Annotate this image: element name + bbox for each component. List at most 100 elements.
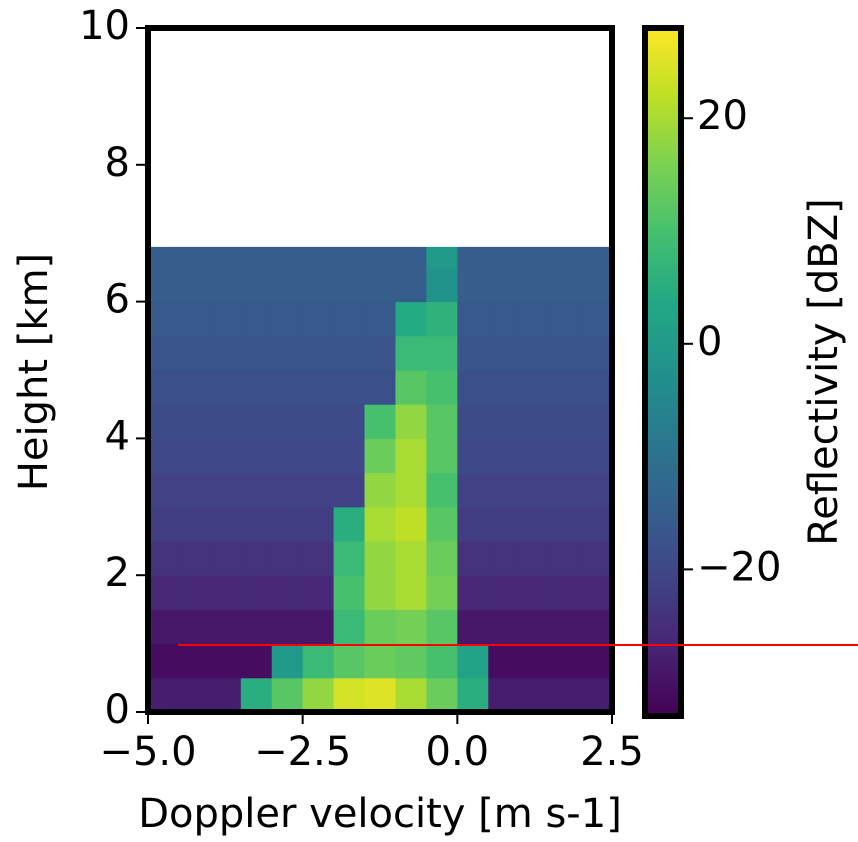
heatmap-cell [488,246,520,268]
heatmap-cell [426,643,458,679]
heatmap-cell [581,370,613,405]
heatmap-cell [302,541,335,576]
heatmap-cell [148,301,180,337]
heatmap-cell [364,506,396,542]
heatmap-cell [302,404,335,439]
heatmap-cell [240,267,273,303]
heatmap-cell [240,506,273,542]
heatmap-cell [488,335,520,371]
x-axis-label: Doppler velocity [m s-1] [138,791,622,837]
heatmap-cell [581,643,613,679]
heatmap-cell [457,404,489,439]
colorbar-tick-label: −20 [697,544,781,590]
heatmap-cell [364,335,396,371]
heatmap-cell [457,370,489,405]
heatmap-cell [395,472,427,508]
heatmap-cell [426,370,458,405]
heatmap-cell [550,246,582,268]
heatmap-cell [519,404,551,439]
colorbar [642,25,684,719]
heatmap-cell [519,609,551,645]
heatmap-cell [519,506,551,542]
heatmap-cell [178,438,211,474]
heatmap-cell [302,677,335,713]
heatmap-cell [519,301,551,337]
heatmap-cell [364,643,396,679]
heatmap-cell [271,609,304,645]
heatmap-cell [488,404,520,439]
heatmap-cell [240,370,273,405]
heatmap-cell [395,677,427,713]
heatmap-cell [209,267,242,303]
heatmap-cell [302,370,335,405]
heatmap-cell [240,472,273,508]
heatmap-cell [209,301,242,337]
heatmap-cell [519,246,551,268]
heatmap-cell [302,609,335,645]
heatmap-cell [581,609,613,645]
heatmap-cell [148,643,180,679]
heatmap-cell [426,404,458,439]
heatmap-cell [302,472,335,508]
heatmap-cell [148,472,180,508]
heatmap-cell [148,575,180,610]
heatmap-cell [364,677,396,713]
heatmap-cell [364,301,396,337]
heatmap-cell [457,506,489,542]
heatmap-cell [581,246,613,268]
heatmap-cell [178,472,211,508]
heatmap-cell [457,335,489,371]
heatmap-cell [426,609,458,645]
heatmap-cell [488,267,520,303]
heatmap-cell [240,246,273,268]
heatmap-cell [148,370,180,405]
heatmap-cell [395,267,427,303]
heatmap-cell [302,643,335,679]
heatmap-cell [488,472,520,508]
heatmap-cell [178,301,211,337]
heatmap-cell [550,301,582,337]
y-tick-label: 6 [105,277,130,323]
heatmap-cell [271,370,304,405]
heatmap-cell [271,575,304,610]
heatmap-cell [395,575,427,610]
y-tick-label: 4 [105,413,130,459]
heatmap-cell [148,335,180,371]
y-tick-label: 10 [79,3,130,49]
heatmap-cell [333,472,366,508]
heatmap-cell [550,506,582,542]
heatmap-cell [364,472,396,508]
heatmap-cell [364,404,396,439]
heatmap-cell [426,677,458,713]
heatmap-cell [271,541,304,576]
heatmap-cell [364,575,396,610]
heatmap-cell [333,609,366,645]
heatmap-cell [271,267,304,303]
heatmap-cell [457,267,489,303]
heatmap-cell [581,506,613,542]
heatmap-cell [364,370,396,405]
heatmap-cell [333,541,366,576]
y-axis-label: Height [km] [11,253,57,491]
heatmap-cell [364,267,396,303]
heatmap-cell [178,246,211,268]
heatmap-cell [426,438,458,474]
heatmap-cell [364,246,396,268]
heatmap-cell [302,438,335,474]
colorbar-tick-label: 20 [697,93,748,139]
heatmap-cell [457,677,489,713]
heatmap-cell [488,575,520,610]
heatmap-cell [457,643,489,679]
heatmap-cell [209,575,242,610]
heatmap-cell [271,677,304,713]
heatmap-cell [333,643,366,679]
heatmap-cell [178,335,211,371]
heatmap-cell [426,246,458,268]
heatmap-cell [240,438,273,474]
heatmap-cell [209,335,242,371]
heatmap-cell [209,246,242,268]
heatmap-cell [148,246,180,268]
heatmap-cell [426,267,458,303]
heatmap-cell [550,370,582,405]
